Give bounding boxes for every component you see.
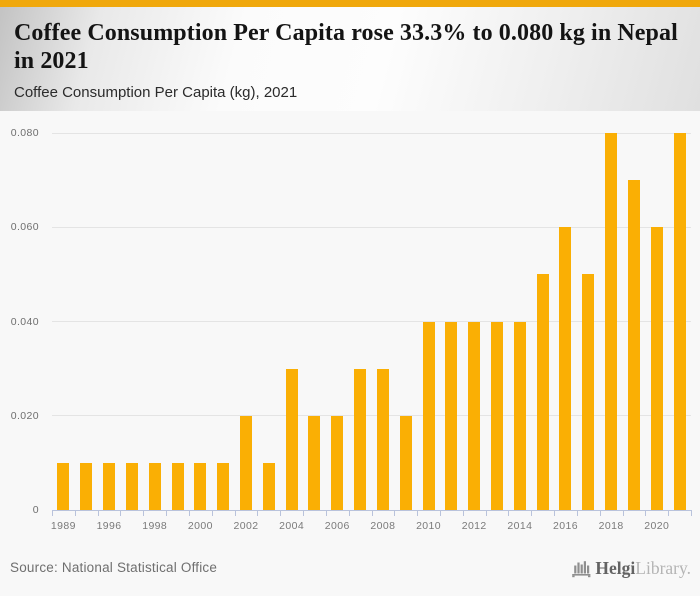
x-axis-tick-label: 2016 [552, 520, 578, 532]
y-gridline [52, 415, 691, 417]
y-gridline [52, 321, 691, 322]
x-axis-tick [280, 511, 282, 516]
bar-1998 [148, 462, 161, 510]
bar-2009 [399, 415, 412, 510]
x-axis-tick [120, 511, 122, 516]
x-axis-tick [52, 511, 53, 516]
bar-2006 [331, 415, 344, 510]
x-axis-tick [599, 511, 601, 516]
bar-2017 [582, 274, 595, 510]
x-axis-tick [439, 511, 441, 516]
y-axis-tick-label: 0 [32, 504, 39, 516]
bar-chart: 0 0.020 0.040 0.060 0.080 1989 1996 1998 2000 200… [0, 111, 700, 545]
bar-2000 [194, 462, 207, 510]
logo-word-library: Library. [635, 558, 691, 578]
bar-2003 [262, 462, 275, 510]
bar-2004 [285, 368, 298, 510]
bar-2014 [513, 321, 526, 510]
x-axis-tick-label: 2006 [324, 520, 350, 532]
bar-1997 [125, 462, 138, 510]
y-axis-tick-label: 0.040 [10, 315, 39, 328]
source-note: Source: National Statistical Office [10, 560, 218, 575]
bar-2016 [559, 227, 572, 510]
x-axis-tick-label: 2008 [370, 520, 396, 532]
bar-1999 [171, 462, 184, 510]
x-axis-tick [645, 511, 647, 516]
x-axis-tick [371, 511, 373, 516]
bar-2019 [627, 180, 640, 510]
y-axis-tick-label: 0.060 [10, 221, 39, 234]
bar-1996 [103, 462, 116, 510]
x-axis-tick [554, 511, 556, 516]
x-axis-tick-label: 1998 [142, 520, 168, 532]
x-axis-tick [211, 511, 213, 516]
bar-2007 [354, 368, 367, 510]
x-axis-tick [74, 511, 76, 516]
x-axis-tick [668, 511, 670, 516]
x-axis-tick-label: 2014 [507, 520, 533, 532]
bar-chart-logo-icon [571, 559, 592, 578]
bar-2002 [239, 415, 252, 510]
x-axis-tick [417, 511, 419, 516]
x-axis-tick [348, 511, 350, 516]
top-accent-bar [0, 0, 700, 7]
x-axis-tick-label: 1989 [50, 520, 76, 532]
bar-2020 [650, 227, 663, 510]
bar-2015 [536, 274, 549, 510]
x-axis-tick [234, 511, 236, 516]
x-axis-tick [394, 511, 396, 516]
bar-2010 [422, 321, 435, 510]
page-title: Coffee Consumption Per Capita rose 33.3%… [14, 20, 678, 74]
x-axis-tick-label: 1996 [96, 520, 122, 532]
x-axis-tick [485, 511, 487, 516]
x-axis-tick [691, 511, 692, 516]
helgi-library-logo[interactable]: HelgiLibrary. [571, 556, 691, 580]
y-gridline [52, 226, 691, 228]
x-axis-tick-label: 2000 [187, 520, 213, 532]
bar-1989 [57, 462, 70, 510]
bar-2008 [376, 368, 389, 510]
y-axis-tick-label: 0.020 [10, 409, 39, 422]
bar-2001 [217, 462, 230, 510]
x-axis-tick [531, 511, 533, 516]
x-axis-tick-label: 2004 [279, 520, 305, 532]
bar-2012 [468, 321, 481, 510]
chart-subtitle: Coffee Consumption Per Capita (kg), 2021 [14, 84, 298, 101]
bar-2005 [308, 415, 321, 510]
x-axis-tick-label: 2020 [644, 520, 670, 532]
x-axis-tick [462, 511, 464, 516]
x-axis-tick [303, 511, 305, 516]
x-axis-tick-label: 2018 [598, 520, 624, 532]
x-axis-tick [188, 511, 190, 516]
bar-2021 [673, 133, 686, 510]
bar-1995 [80, 462, 93, 510]
y-axis-tick-label: 0.080 [10, 127, 39, 139]
bar-2011 [445, 321, 458, 510]
x-axis-tick [143, 511, 145, 516]
logo-wordmark: HelgiLibrary. [595, 557, 691, 579]
x-axis-tick-label: 2010 [416, 520, 442, 532]
bar-2013 [491, 321, 504, 510]
y-gridline [52, 132, 691, 134]
x-axis-tick [97, 511, 99, 516]
bar-2018 [605, 133, 618, 510]
x-axis-tick [257, 511, 259, 516]
x-axis-tick-label: 2002 [233, 520, 259, 532]
x-axis-tick [622, 511, 624, 516]
x-axis-tick-label: 2012 [461, 520, 487, 532]
chart-header: Coffee Consumption Per Capita rose 33.3%… [0, 7, 700, 111]
logo-word-helgi: Helgi [595, 558, 636, 578]
x-axis-tick [576, 511, 578, 516]
x-axis-line [52, 510, 692, 511]
x-axis-tick [508, 511, 510, 516]
x-axis-tick [325, 511, 327, 516]
x-axis-tick [166, 511, 168, 516]
